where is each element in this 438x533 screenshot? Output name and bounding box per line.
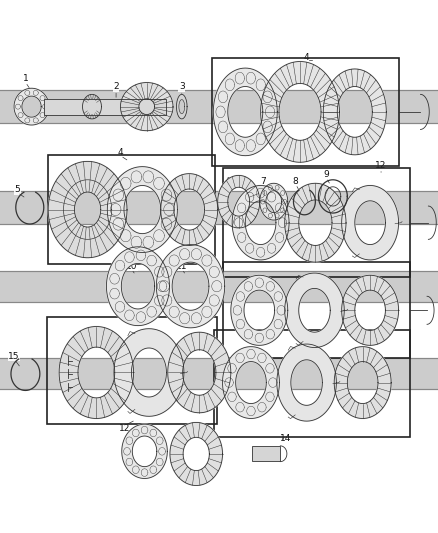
Polygon shape bbox=[120, 83, 173, 131]
Text: 14: 14 bbox=[280, 434, 291, 443]
Text: 13: 13 bbox=[180, 429, 192, 438]
Polygon shape bbox=[342, 275, 399, 345]
Polygon shape bbox=[223, 346, 279, 418]
Polygon shape bbox=[170, 423, 223, 486]
Polygon shape bbox=[0, 90, 438, 123]
Polygon shape bbox=[14, 88, 49, 125]
Polygon shape bbox=[114, 329, 184, 416]
Polygon shape bbox=[231, 275, 288, 345]
Text: 10: 10 bbox=[126, 262, 137, 271]
Polygon shape bbox=[177, 94, 187, 119]
Polygon shape bbox=[213, 68, 277, 156]
Text: 5: 5 bbox=[14, 185, 21, 195]
Text: 9: 9 bbox=[323, 170, 329, 179]
Polygon shape bbox=[277, 344, 336, 421]
Polygon shape bbox=[260, 183, 288, 220]
Polygon shape bbox=[342, 185, 399, 260]
Polygon shape bbox=[232, 185, 289, 260]
Polygon shape bbox=[168, 332, 231, 413]
Text: 3: 3 bbox=[179, 83, 185, 92]
Polygon shape bbox=[285, 273, 344, 348]
Polygon shape bbox=[107, 167, 177, 253]
Polygon shape bbox=[156, 245, 225, 328]
Text: 6: 6 bbox=[225, 176, 231, 185]
Text: 2: 2 bbox=[113, 83, 119, 92]
Polygon shape bbox=[334, 346, 391, 418]
Polygon shape bbox=[285, 183, 346, 262]
Polygon shape bbox=[0, 271, 438, 302]
Text: 8: 8 bbox=[293, 176, 299, 185]
Text: 7: 7 bbox=[260, 176, 266, 185]
Polygon shape bbox=[0, 359, 438, 389]
Polygon shape bbox=[59, 327, 134, 418]
Polygon shape bbox=[161, 174, 218, 246]
Polygon shape bbox=[106, 247, 170, 326]
Polygon shape bbox=[252, 446, 280, 462]
Polygon shape bbox=[218, 175, 260, 228]
Polygon shape bbox=[122, 424, 167, 479]
Polygon shape bbox=[323, 69, 386, 155]
Text: 12: 12 bbox=[119, 424, 131, 433]
Polygon shape bbox=[48, 161, 127, 258]
Polygon shape bbox=[44, 99, 166, 115]
Text: 4: 4 bbox=[304, 53, 309, 62]
Text: 4: 4 bbox=[118, 148, 123, 157]
Text: 15: 15 bbox=[8, 352, 20, 361]
Polygon shape bbox=[261, 61, 339, 162]
Polygon shape bbox=[179, 100, 185, 114]
Text: 1: 1 bbox=[22, 74, 28, 83]
Polygon shape bbox=[0, 191, 438, 224]
Text: 11: 11 bbox=[176, 262, 187, 271]
Text: 12: 12 bbox=[375, 161, 387, 170]
